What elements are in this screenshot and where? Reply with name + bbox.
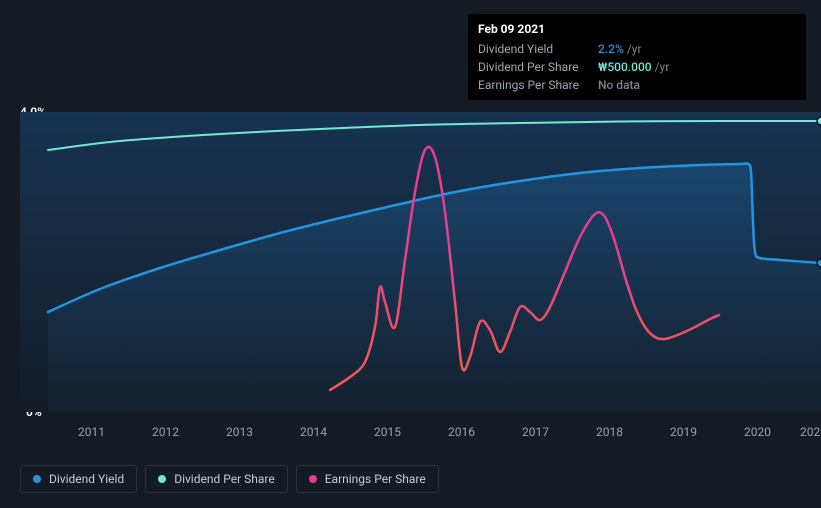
x-axis-label: 2016 bbox=[448, 425, 475, 439]
tooltip-date: Feb 09 2021 bbox=[478, 20, 796, 38]
legend-dot bbox=[309, 475, 317, 483]
x-axis-label: 2017 bbox=[522, 425, 549, 439]
tooltip-row: Dividend Yield2.2%/yr bbox=[478, 40, 796, 58]
tooltip-label: Dividend Yield bbox=[478, 40, 598, 58]
x-axis-label: 202 bbox=[800, 425, 820, 439]
legend-item[interactable]: Earnings Per Share bbox=[296, 465, 439, 493]
tooltip-suffix: /yr bbox=[655, 58, 670, 76]
tooltip-row: Earnings Per ShareNo data bbox=[478, 76, 796, 94]
tooltip-value: No data bbox=[598, 76, 640, 94]
legend-dot bbox=[33, 475, 41, 483]
legend: Dividend Yield Dividend Per Share Earnings… bbox=[20, 465, 439, 493]
legend-dot bbox=[158, 475, 166, 483]
tooltip-suffix: /yr bbox=[627, 40, 642, 58]
legend-label: Dividend Yield bbox=[49, 472, 124, 486]
chart-tooltip: Feb 09 2021 Dividend Yield2.2%/yrDividen… bbox=[468, 14, 806, 100]
x-axis-label: 2018 bbox=[596, 425, 623, 439]
tooltip-label: Earnings Per Share bbox=[478, 76, 598, 94]
tooltip-label: Dividend Per Share bbox=[478, 58, 598, 76]
legend-label: Dividend Per Share bbox=[174, 472, 275, 486]
legend-item[interactable]: Dividend Per Share bbox=[145, 465, 288, 493]
x-axis-label: 2011 bbox=[78, 425, 105, 439]
x-axis-label: 2014 bbox=[300, 425, 327, 439]
tooltip-value: ₩500.000 bbox=[598, 58, 652, 76]
tooltip-value: 2.2% bbox=[598, 40, 624, 58]
x-axis-label: 2013 bbox=[226, 425, 253, 439]
tooltip-row: Dividend Per Share₩500.000/yr bbox=[478, 58, 796, 76]
legend-item[interactable]: Dividend Yield bbox=[20, 465, 137, 493]
x-axis-label: 2020 bbox=[744, 425, 771, 439]
x-axis-label: 2012 bbox=[152, 425, 179, 439]
x-axis-label: 2019 bbox=[670, 425, 697, 439]
dividend-chart bbox=[20, 112, 821, 412]
x-axis-label: 2015 bbox=[374, 425, 401, 439]
legend-label: Earnings Per Share bbox=[325, 472, 426, 486]
